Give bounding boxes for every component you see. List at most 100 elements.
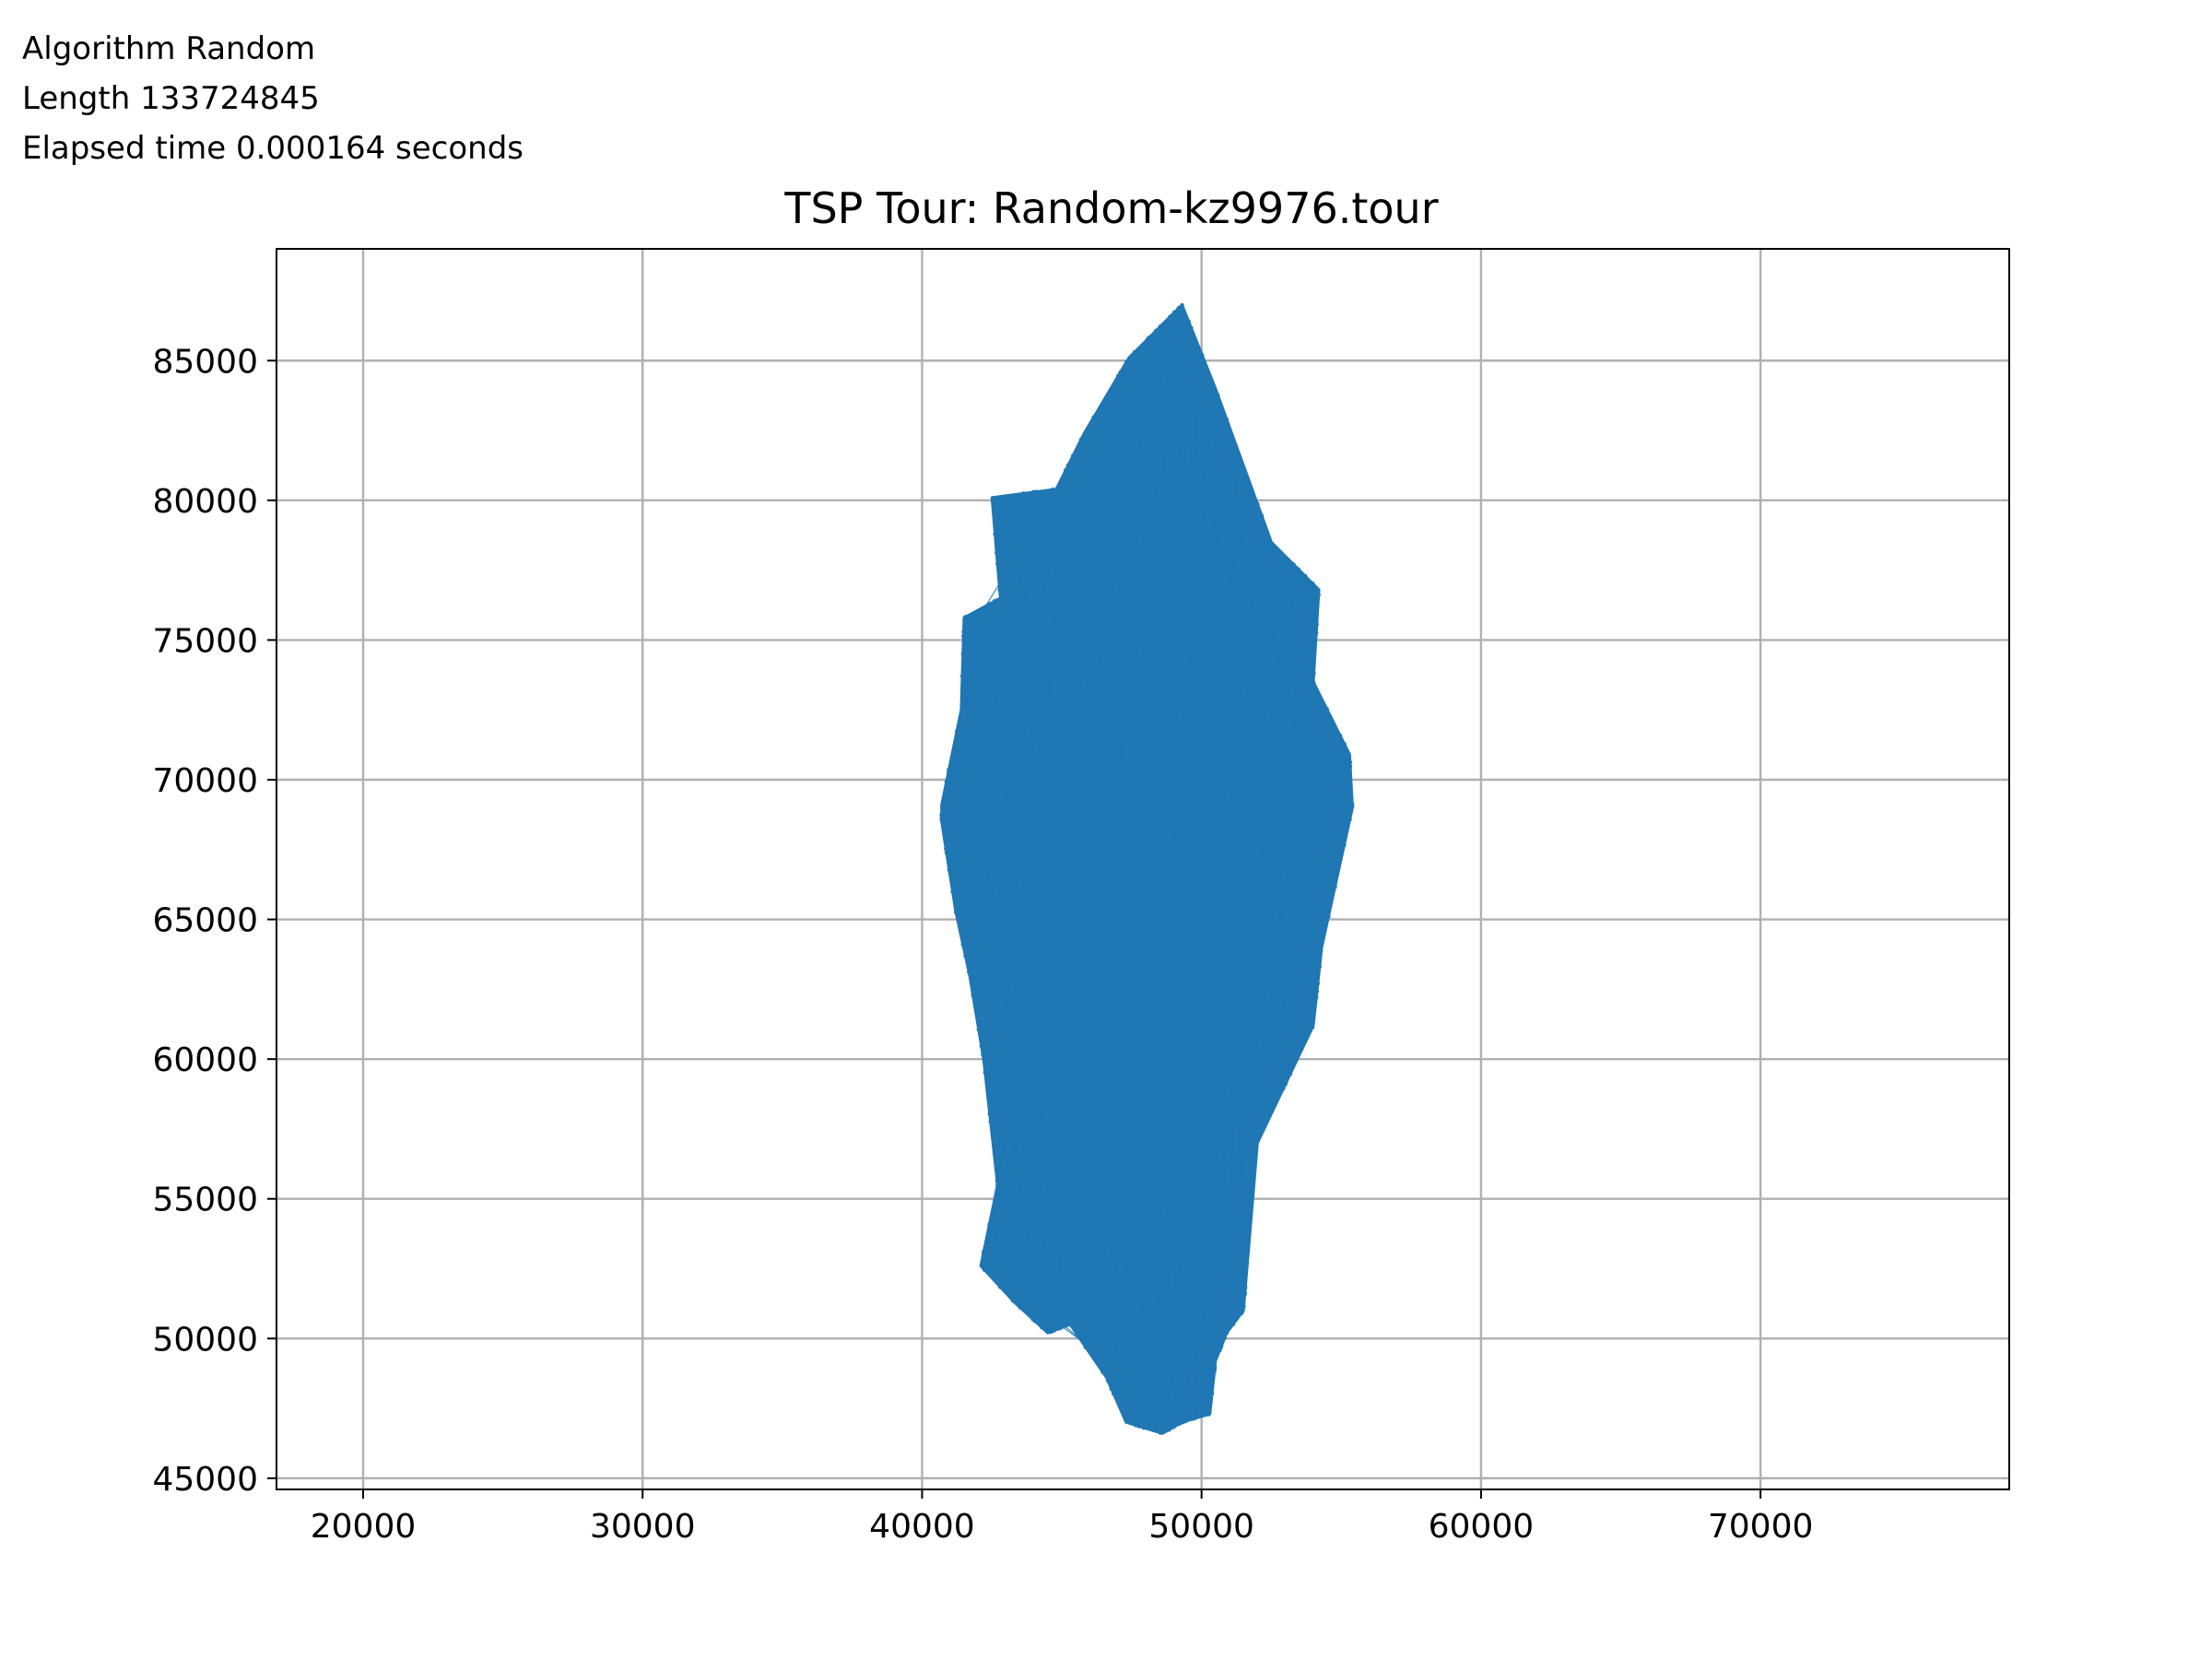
tour-city-point xyxy=(1291,562,1296,567)
tour-city-point xyxy=(1116,373,1121,378)
tour-city-point xyxy=(993,532,997,536)
y-tick-label: 50000 xyxy=(152,1321,258,1359)
tour-city-point xyxy=(971,993,975,997)
tour-city-point xyxy=(1158,1430,1163,1435)
tour-city-point xyxy=(1324,707,1329,712)
tour-city-point xyxy=(987,1222,992,1227)
tour-city-point xyxy=(1219,1344,1224,1348)
tour-city-point xyxy=(1159,324,1163,328)
tour-city-point xyxy=(939,814,944,818)
tour-city-point xyxy=(1337,733,1343,738)
tour-city-point xyxy=(944,850,949,855)
tour-city-point xyxy=(950,889,955,894)
tour-city-point xyxy=(1296,567,1300,571)
tour-city-point xyxy=(1118,370,1123,375)
tour-city-point xyxy=(1070,453,1076,458)
tour-city-point xyxy=(976,1027,981,1032)
tour-city-point xyxy=(1050,488,1055,492)
tour-city-point xyxy=(1216,393,1220,397)
length-label: Length 133724845 xyxy=(22,80,320,117)
elapsed-time-label: Elapsed time 0.000164 seconds xyxy=(22,130,524,167)
tour-city-point xyxy=(1039,1324,1044,1330)
tour-city-point xyxy=(1206,1412,1211,1417)
tour-city-point xyxy=(1030,489,1036,495)
tour-city-point xyxy=(1134,1423,1138,1428)
tour-city-point xyxy=(1168,314,1172,319)
tour-city-point xyxy=(1112,1392,1116,1396)
tour-city-point xyxy=(997,1284,1003,1289)
tour-city-point xyxy=(1209,1391,1215,1396)
tour-city-point xyxy=(982,1249,986,1253)
tour-city-point xyxy=(982,1070,987,1075)
tour-city-point xyxy=(1075,1332,1079,1337)
tour-city-point xyxy=(1167,1428,1171,1432)
tour-city-point xyxy=(1243,1285,1248,1290)
tour-city-point xyxy=(1186,319,1191,324)
tour-city-point xyxy=(981,1053,985,1057)
tour-city-point xyxy=(1200,353,1205,358)
y-tick-label: 85000 xyxy=(152,343,258,381)
tour-city-point xyxy=(1224,1330,1230,1335)
tour-city-point xyxy=(963,615,968,619)
x-tick-label: 50000 xyxy=(1148,1508,1254,1546)
y-tick-label: 70000 xyxy=(152,762,258,800)
tour-city-point xyxy=(1342,842,1347,848)
x-axis: 20000 30000 40000 50000 60000 70000 xyxy=(311,1489,1813,1546)
tour-city-point xyxy=(1065,463,1071,467)
tour-city-point xyxy=(1132,349,1137,355)
tour-city-point xyxy=(994,550,999,555)
tour-city-point xyxy=(1347,764,1353,769)
tour-city-point xyxy=(1333,885,1337,889)
tour-city-point xyxy=(960,942,965,947)
tour-city-point xyxy=(987,1112,992,1116)
tour-city-point xyxy=(994,1179,1000,1183)
tour-city-point xyxy=(947,867,952,872)
plot-frame xyxy=(276,248,2010,1490)
y-tick-label: 75000 xyxy=(152,622,258,660)
y-axis: 45000 50000 55000 60000 65000 70000 75000 80000… xyxy=(152,343,276,1499)
tour-city-point xyxy=(1312,680,1316,685)
tour-city-point xyxy=(959,674,965,678)
tour-city-point xyxy=(987,602,992,606)
tour-city-point xyxy=(1091,415,1096,419)
tour-city-point xyxy=(961,629,966,634)
tour-city-point xyxy=(997,587,1002,593)
tour-city-point xyxy=(1180,302,1184,308)
tour-city-point xyxy=(1224,418,1230,422)
chart-title: TSP Tour: Random-kz9976.tour xyxy=(783,183,1438,233)
tour-city-point xyxy=(1315,981,1321,986)
tour-city-point xyxy=(1146,336,1150,341)
tour-city-point xyxy=(1314,989,1320,994)
tour-city-point xyxy=(1312,671,1316,676)
tour-city-point xyxy=(1350,804,1355,808)
tour-city-point xyxy=(1311,581,1315,586)
tour-city-point xyxy=(1314,622,1319,627)
y-tick-label: 60000 xyxy=(152,1041,258,1079)
tour-city-point xyxy=(1034,489,1039,494)
tour-series xyxy=(939,302,1355,1435)
x-tick-label: 30000 xyxy=(590,1508,696,1546)
tour-city-point xyxy=(1078,437,1084,442)
tour-city-point xyxy=(1124,359,1129,365)
tour-city-point xyxy=(967,970,971,974)
tour-city-point xyxy=(1191,1417,1196,1421)
tour-city-point xyxy=(1255,501,1260,507)
tour-city-point xyxy=(1310,1025,1315,1030)
tour-city-point xyxy=(1314,995,1319,1000)
tour-city-point xyxy=(1057,1326,1063,1331)
tour-city-point xyxy=(1281,1086,1286,1091)
y-tick-label: 55000 xyxy=(152,1182,258,1219)
tour-city-point xyxy=(1180,1420,1184,1425)
x-tick-label: 20000 xyxy=(311,1508,417,1546)
x-tick-label: 40000 xyxy=(869,1508,975,1546)
tour-city-point xyxy=(1347,760,1353,765)
tour-city-point xyxy=(1189,325,1194,331)
tour-city-point xyxy=(946,770,951,774)
tour-city-point xyxy=(1176,306,1181,311)
tour-city-point xyxy=(961,633,966,639)
tour-city-point xyxy=(1021,491,1026,496)
tour-city-point xyxy=(1222,1335,1227,1341)
tour-city-point xyxy=(995,561,1000,566)
tour-city-point xyxy=(1018,1305,1023,1310)
tour-city-point xyxy=(1212,1364,1218,1370)
